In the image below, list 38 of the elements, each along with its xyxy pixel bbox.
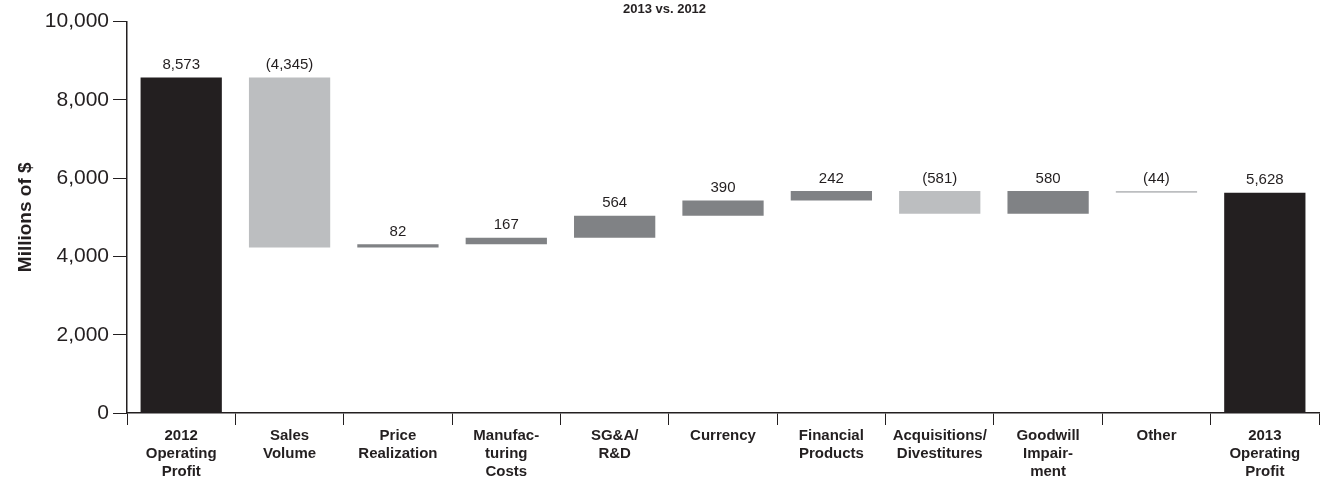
y-tick-label: 0 (97, 399, 110, 423)
y-tick-label: 8,000 (56, 86, 110, 110)
data-label: 167 (493, 215, 519, 233)
data-label: 82 (389, 221, 407, 239)
bar (357, 244, 439, 248)
data-label: (44) (1143, 168, 1170, 186)
x-tick-label: Goodwill Impair- ment (1016, 426, 1080, 480)
x-tick-label: Other (1136, 426, 1177, 444)
data-label: 8,573 (162, 55, 200, 73)
x-tick-label: Price Realization (358, 426, 438, 462)
y-tick-label: 2,000 (56, 321, 110, 345)
data-label: 242 (818, 168, 844, 186)
data-label: (581) (922, 168, 958, 186)
bar (248, 77, 331, 248)
data-label: 390 (710, 178, 736, 196)
bar (899, 190, 981, 214)
x-tick-label: Financial Products (798, 426, 864, 462)
y-tick-label: 10,000 (44, 8, 110, 32)
data-label: 564 (602, 193, 628, 211)
chart-title: 2013 vs. 2012 (622, 1, 707, 17)
bar (790, 190, 873, 201)
bar (465, 237, 547, 245)
x-tick-label: 2013 Operating Profit (1229, 426, 1301, 480)
y-axis-title: Millions of $ (13, 161, 35, 273)
x-tick-label: Acquisitions/ Divestitures (892, 426, 988, 462)
y-tick-label: 4,000 (56, 243, 110, 267)
data-label: 5,628 (1246, 170, 1284, 188)
bar (574, 215, 656, 238)
x-tick-label: Currency (690, 426, 757, 444)
data-label: (4,345) (265, 55, 314, 73)
x-tick-label: Sales Volume (263, 426, 317, 462)
x-tick-label: 2012 Operating Profit (145, 426, 217, 480)
x-tick-label: SG&A/ R&D (590, 426, 640, 462)
y-tick-label: 6,000 (56, 164, 110, 188)
x-tick-label: Manufac- turing Costs (473, 426, 540, 480)
bar (682, 200, 764, 216)
bar (1007, 191, 1089, 214)
data-label: 580 (1035, 168, 1061, 186)
